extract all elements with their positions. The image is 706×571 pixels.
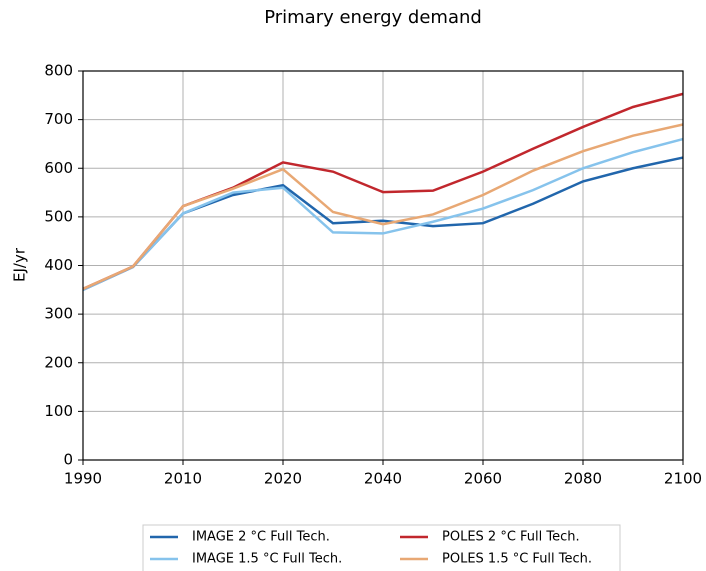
y-tick-label: 300 — [44, 305, 73, 323]
x-tick-label: 1990 — [64, 470, 102, 488]
legend-box — [142, 524, 621, 571]
plot-frame — [82, 70, 684, 461]
x-tick-label: 2060 — [464, 470, 502, 488]
y-tick-label: 0 — [63, 451, 73, 469]
y-tick-label: 600 — [44, 159, 73, 177]
y-tick-label: 500 — [44, 207, 73, 225]
series-line — [82, 123, 684, 290]
series-line — [82, 137, 684, 291]
x-tick-label: 2020 — [264, 470, 302, 488]
x-tick-label: 2010 — [164, 470, 202, 488]
y-tick-label: 700 — [44, 110, 73, 128]
legend-label: IMAGE 2 °C Full Tech. — [192, 530, 330, 545]
legend-label: IMAGE 1.5 °C Full Tech. — [192, 552, 342, 567]
y-tick-label: 200 — [44, 353, 73, 371]
y-tick-label: 100 — [44, 402, 73, 420]
legend-label: POLES 2 °C Full Tech. — [442, 530, 580, 545]
x-tick-label: 2040 — [364, 470, 402, 488]
y-tick-label: 800 — [44, 62, 73, 80]
legend-label: POLES 1.5 °C Full Tech. — [442, 552, 592, 567]
y-tick-label: 400 — [44, 256, 73, 274]
y-axis-label: EJ/yr — [11, 247, 29, 282]
x-tick-label: 2080 — [564, 470, 602, 488]
chart-title: Primary energy demand — [264, 7, 482, 28]
x-tick-label: 2100 — [664, 470, 702, 488]
